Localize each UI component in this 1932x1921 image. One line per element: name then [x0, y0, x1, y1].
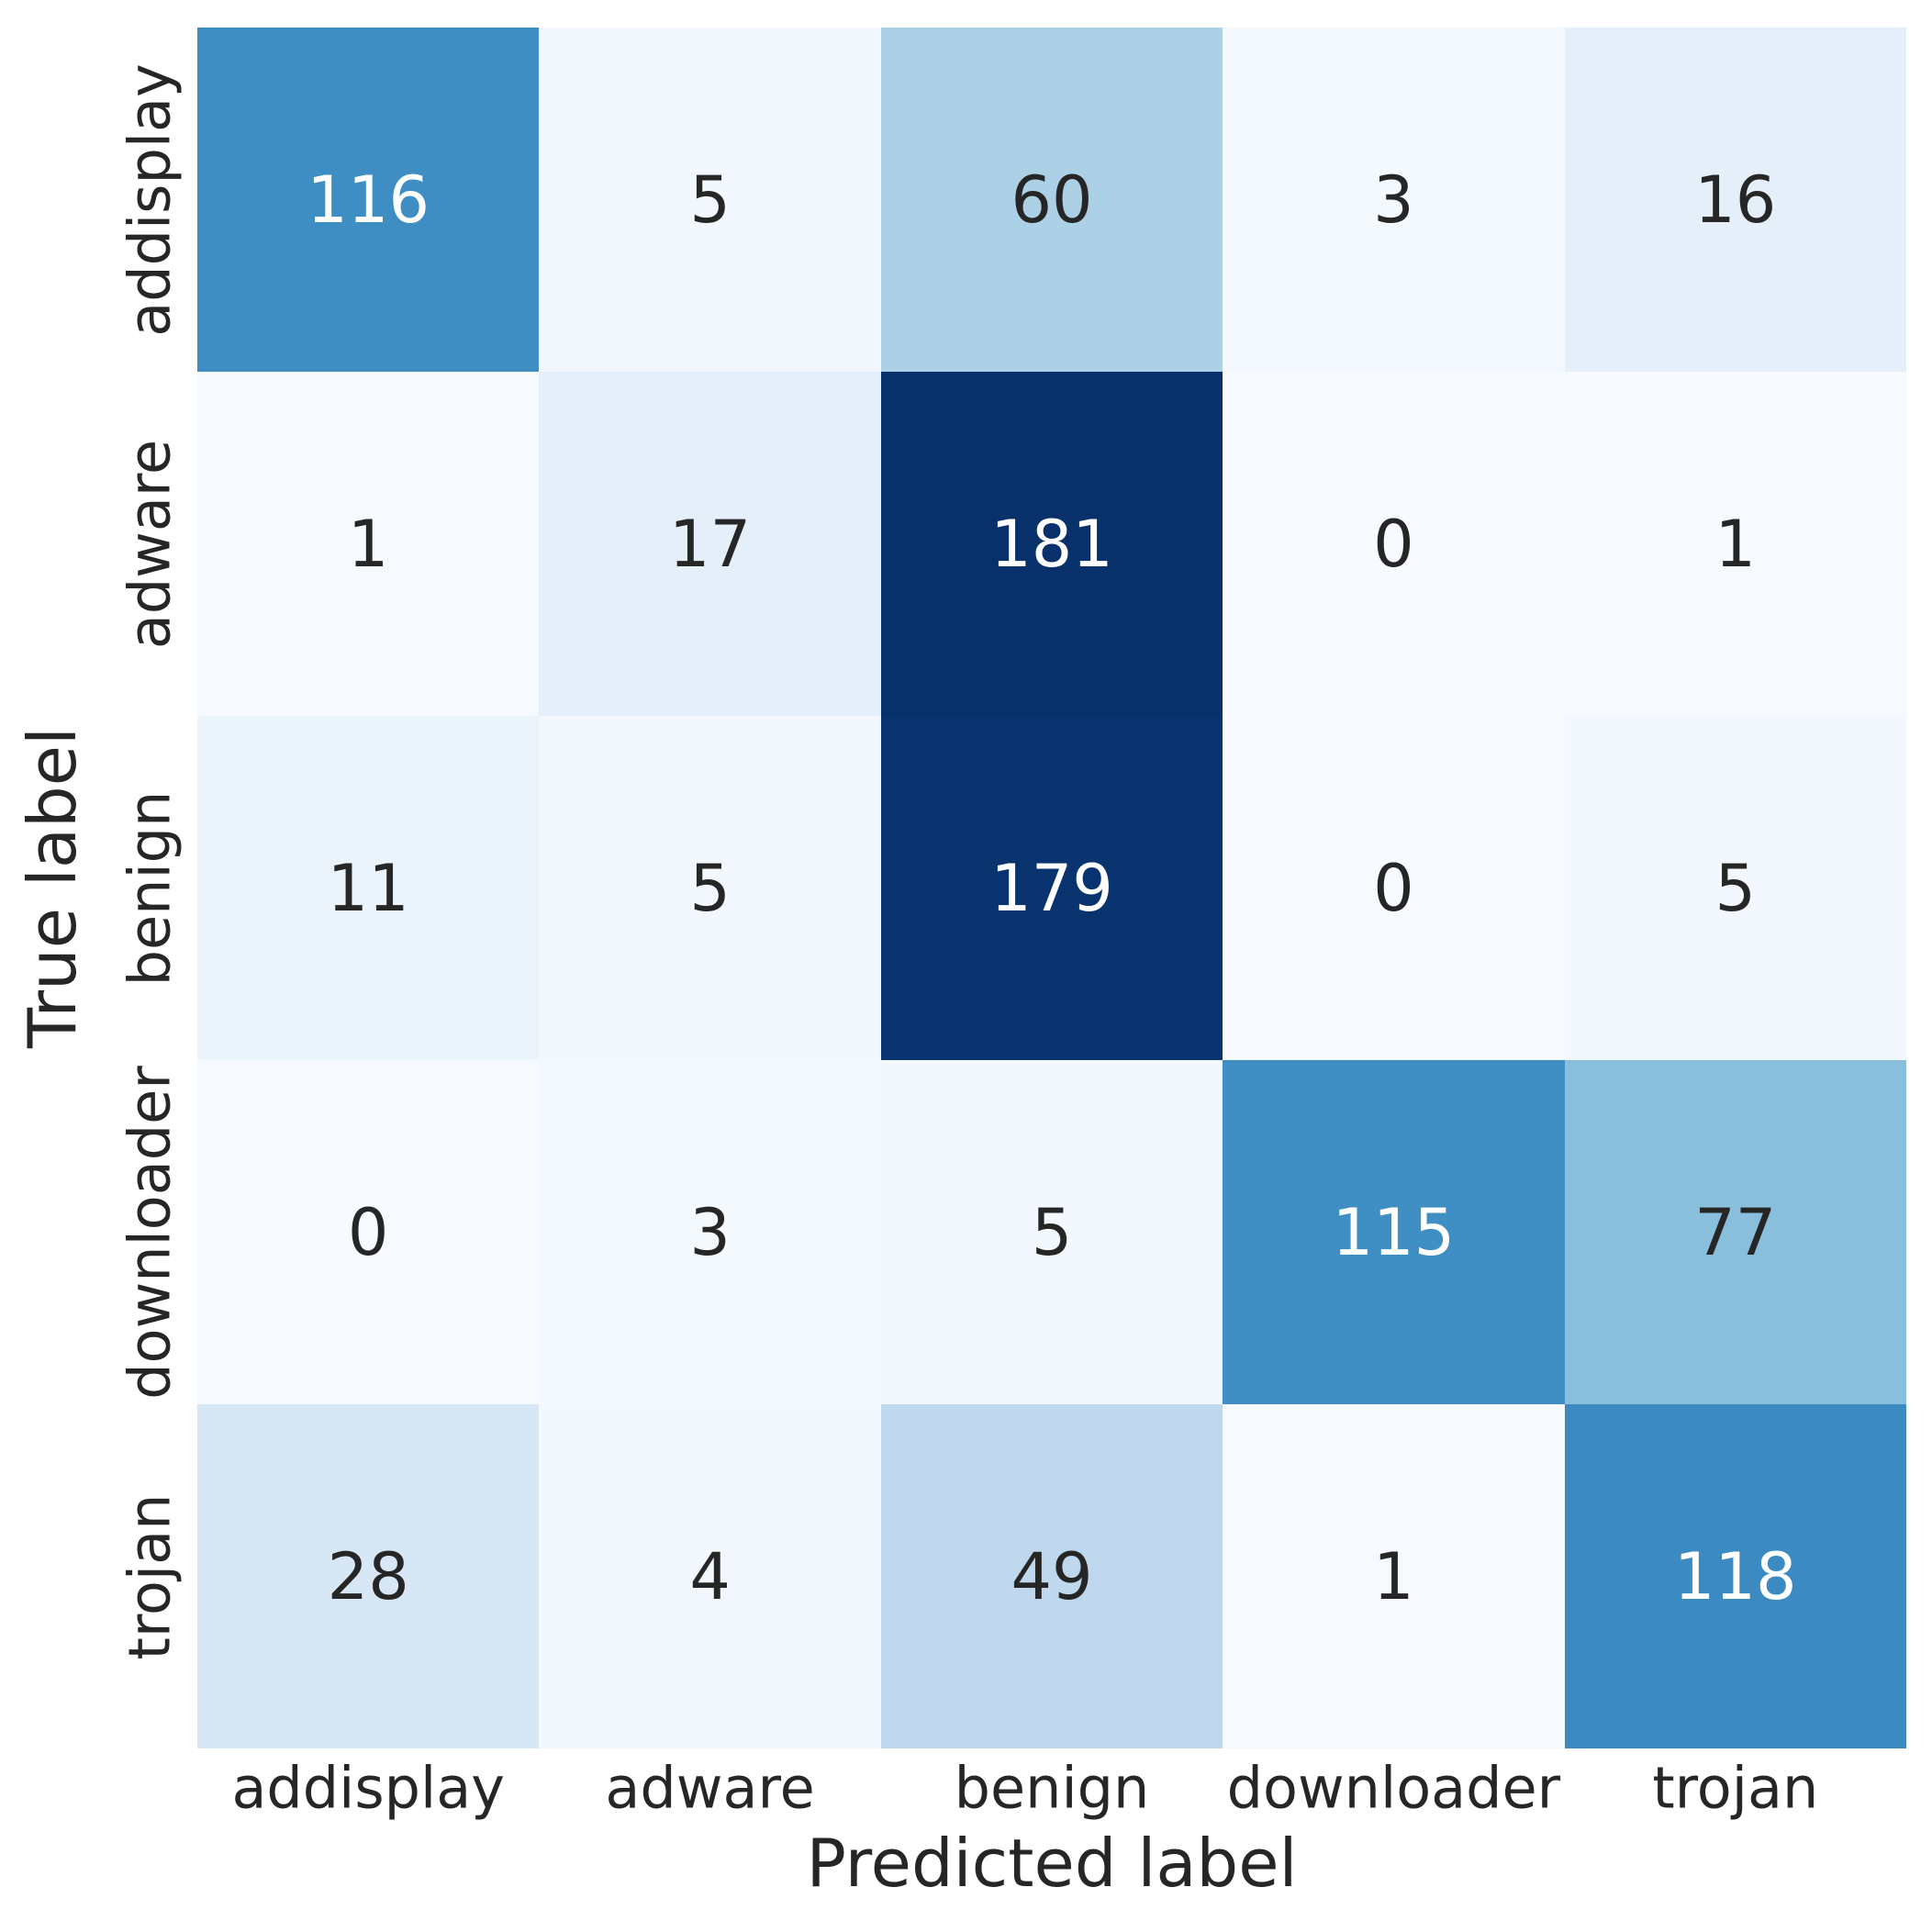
- heatmap-cell-addisplay-benign: 60: [880, 28, 1223, 372]
- x-tick-downloader: downloader: [1226, 1754, 1561, 1822]
- heatmap-cell-adware-adware: 17: [539, 372, 881, 716]
- heatmap-cell-benign-adware: 5: [539, 716, 881, 1060]
- heatmap-cell-trojan-adware: 4: [539, 1404, 881, 1748]
- y-axis-title: True label: [14, 727, 91, 1048]
- x-tick-trojan: trojan: [1652, 1754, 1819, 1822]
- x-axis-title: Predicted label: [806, 1825, 1298, 1902]
- x-tick-adware: adware: [605, 1754, 815, 1822]
- heatmap-cell-addisplay-trojan: 16: [1564, 28, 1906, 372]
- heatmap-cell-trojan-addisplay: 28: [197, 1404, 540, 1748]
- heatmap-cell-benign-downloader: 0: [1223, 716, 1565, 1060]
- heatmap-cell-benign-benign: 179: [880, 716, 1223, 1060]
- heatmap-grid: 116 5 60 3 16 1 17 181 0 1 11 5 179 0 5 0 3 5 115 77 28 4 49 1 1…: [197, 28, 1906, 1748]
- heatmap-cell-adware-benign: 181: [880, 372, 1223, 716]
- y-tick-adware: adware: [116, 439, 184, 649]
- heatmap-cell-downloader-addisplay: 0: [197, 1060, 540, 1404]
- y-tick-downloader: downloader: [116, 1065, 184, 1400]
- heatmap-cell-adware-trojan: 1: [1564, 372, 1906, 716]
- y-tick-benign: benign: [116, 790, 184, 986]
- heatmap-cell-addisplay-adware: 5: [539, 28, 881, 372]
- heatmap-cell-benign-trojan: 5: [1564, 716, 1906, 1060]
- heatmap-cell-trojan-trojan: 118: [1564, 1404, 1906, 1748]
- heatmap-cell-downloader-downloader: 115: [1223, 1060, 1565, 1404]
- x-tick-addisplay: addisplay: [231, 1754, 505, 1822]
- heatmap-cell-downloader-benign: 5: [880, 1060, 1223, 1404]
- heatmap-cell-benign-addisplay: 11: [197, 716, 540, 1060]
- heatmap-cell-trojan-downloader: 1: [1223, 1404, 1565, 1748]
- heatmap-cell-addisplay-downloader: 3: [1223, 28, 1565, 372]
- y-tick-addisplay: addisplay: [116, 62, 184, 337]
- x-tick-benign: benign: [954, 1754, 1150, 1822]
- heatmap-cell-downloader-adware: 3: [539, 1060, 881, 1404]
- heatmap-cell-adware-downloader: 0: [1223, 372, 1565, 716]
- heatmap-cell-trojan-benign: 49: [880, 1404, 1223, 1748]
- y-tick-trojan: trojan: [116, 1493, 184, 1659]
- heatmap-cell-downloader-trojan: 77: [1564, 1060, 1906, 1404]
- heatmap-cell-addisplay-addisplay: 116: [197, 28, 540, 372]
- heatmap-cell-adware-addisplay: 1: [197, 372, 540, 716]
